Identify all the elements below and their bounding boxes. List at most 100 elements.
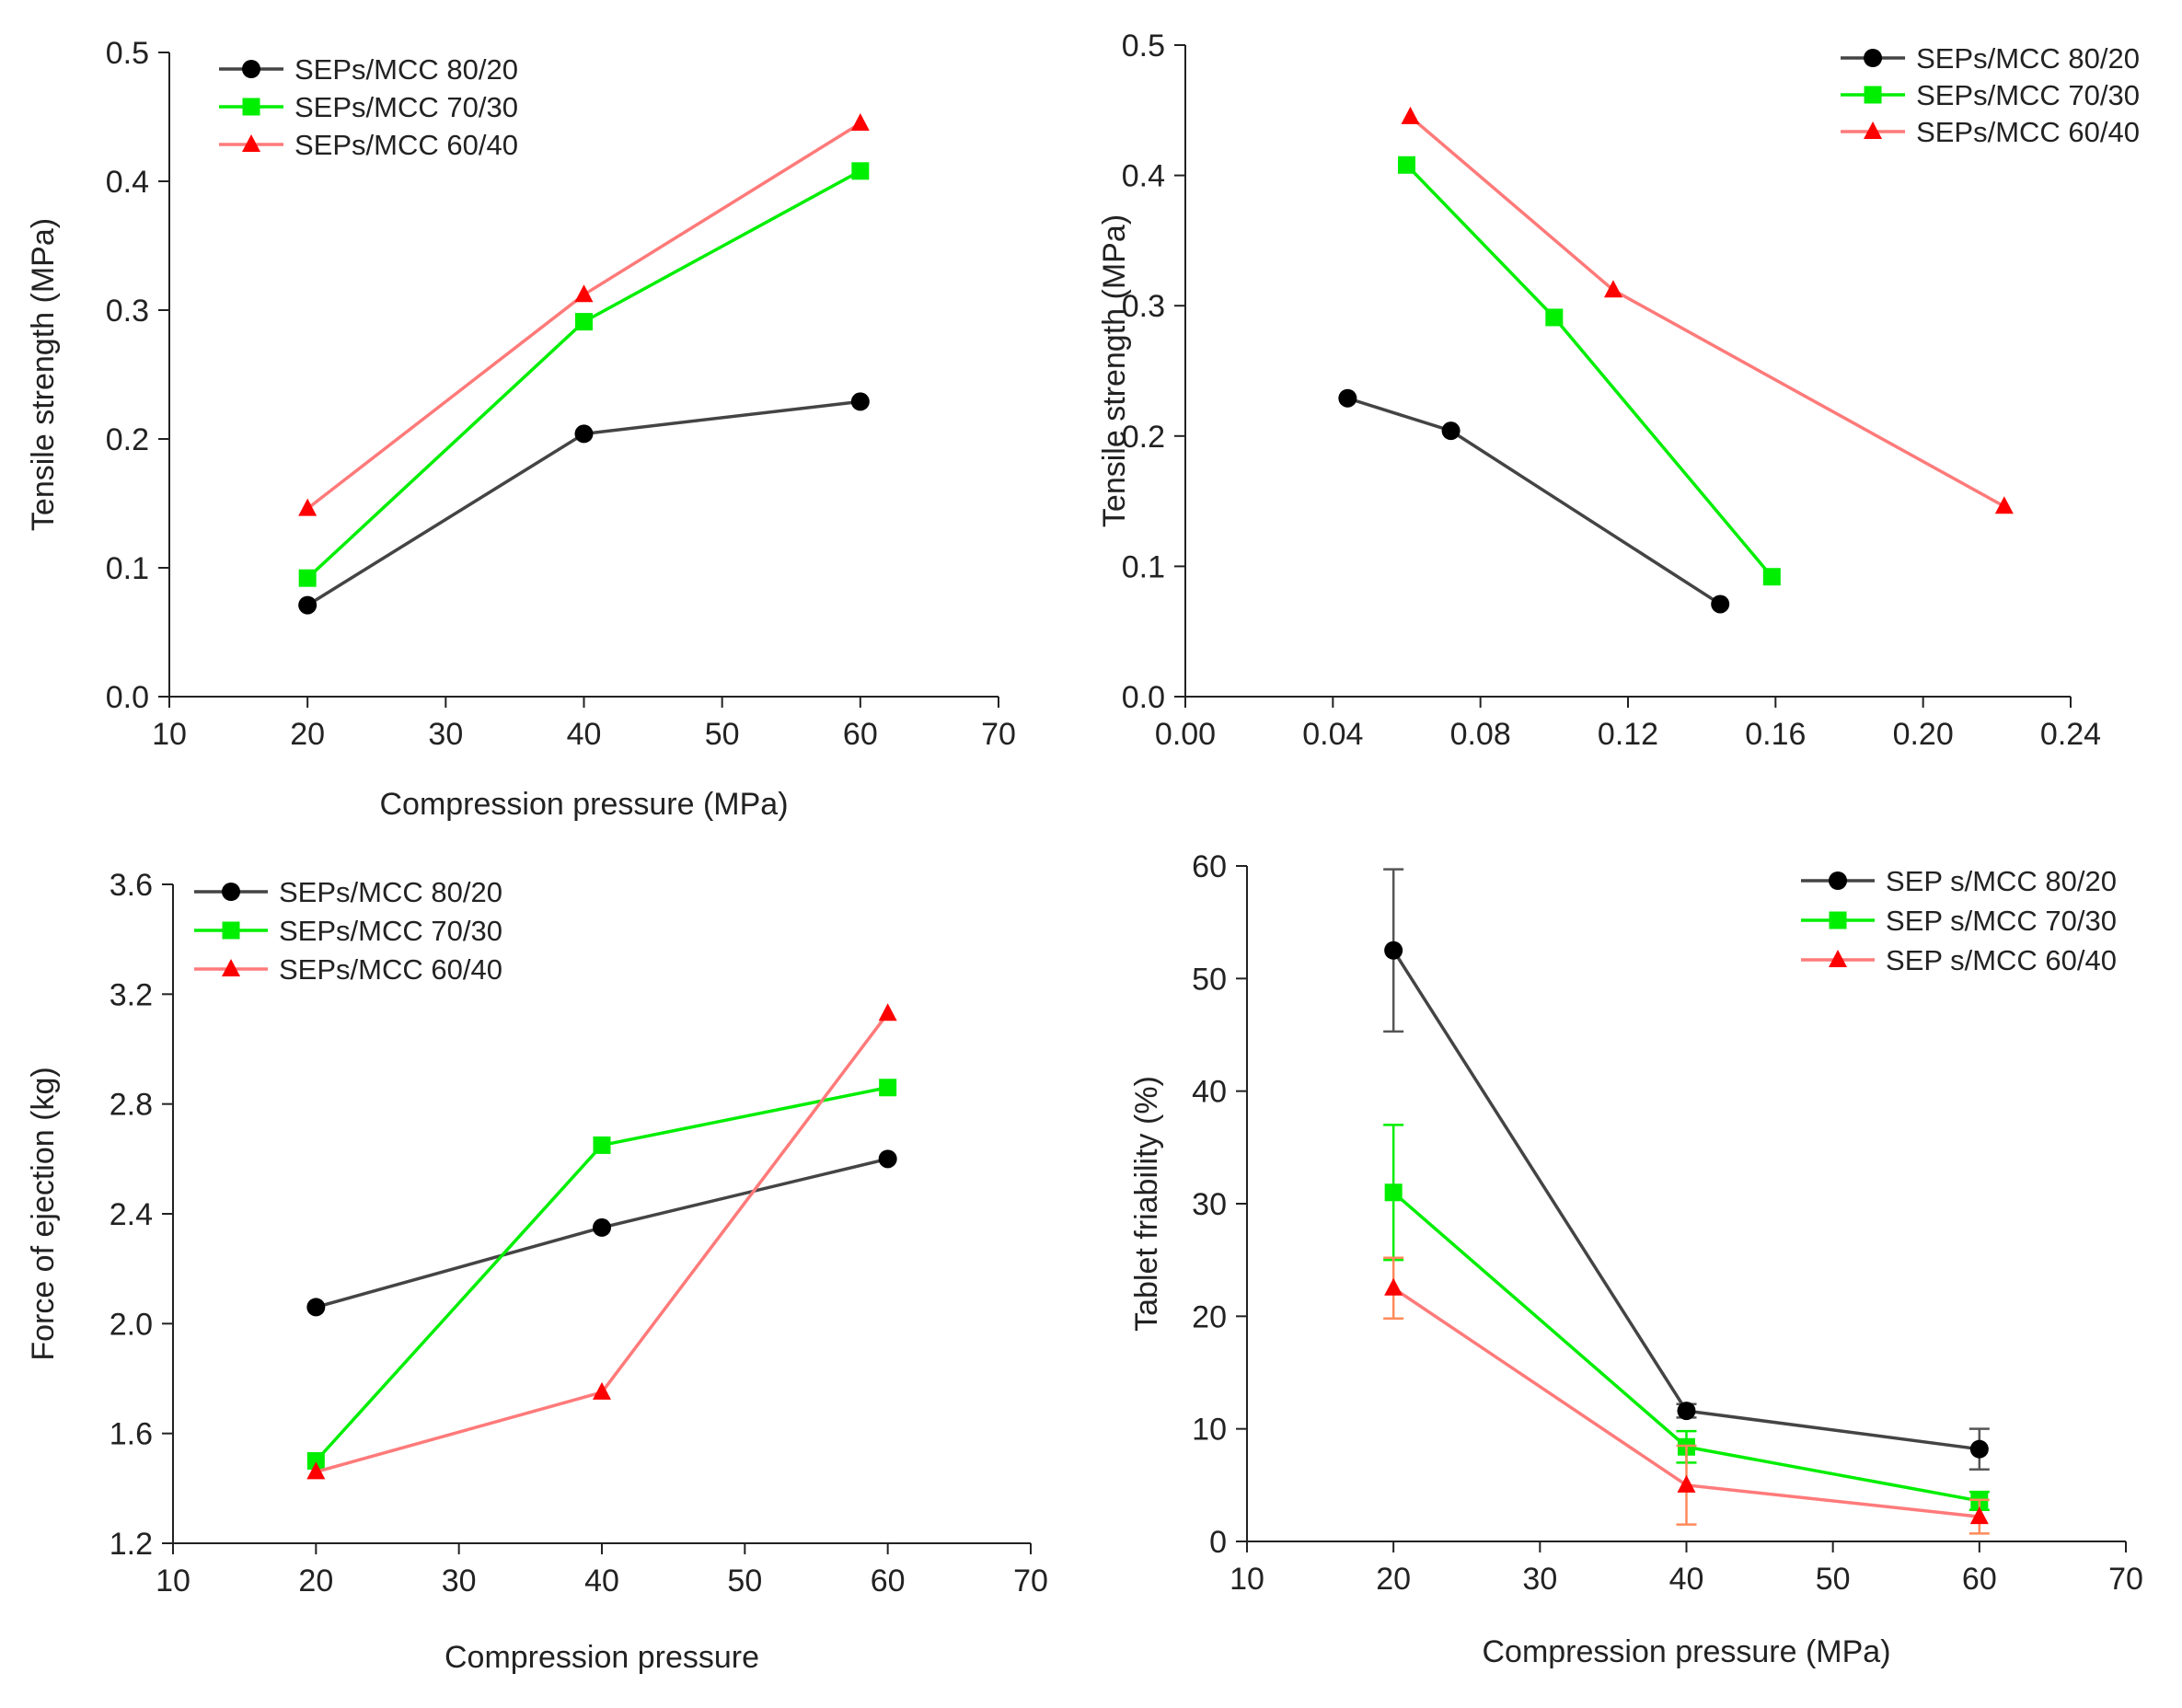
x-tick-label: 60 <box>1962 1562 1997 1597</box>
x-tick-label: 70 <box>1013 1564 1048 1598</box>
data-point <box>1398 156 1415 174</box>
y-tick-label: 0.4 <box>106 165 149 200</box>
y-tick-label: 10 <box>1192 1413 1227 1448</box>
x-tick-label: 40 <box>567 717 602 752</box>
series-1 <box>1383 868 1990 1471</box>
y-tick-label: 1.6 <box>110 1417 153 1452</box>
series-3 <box>1383 1256 1990 1535</box>
y-tick-label: 1.2 <box>110 1527 153 1562</box>
legend-label: SEP s/MCC 80/20 <box>1886 865 2117 897</box>
y-axis-label: Tensile strength (MPa) <box>1097 214 1132 527</box>
x-tick-label: 30 <box>442 1564 477 1598</box>
chart-tensile-vs-pressure: 0.0 0.1 0.2 0.3 0.4 0.5 10 20 30 40 50 60 70 Compress… <box>26 36 1016 822</box>
data-point <box>1441 421 1460 441</box>
x-tick-label: 20 <box>1376 1562 1411 1597</box>
x-tick-label: 70 <box>981 717 1016 752</box>
series-2 <box>306 1079 897 1470</box>
y-tick-label: 0.3 <box>106 294 149 329</box>
data-point <box>850 113 870 131</box>
series-3 <box>306 1003 897 1480</box>
legend-marker <box>1864 86 1882 104</box>
x-tick-label: 0.24 <box>2040 717 2101 752</box>
data-point <box>306 1452 325 1470</box>
x-tick-label: 70 <box>2108 1562 2143 1597</box>
legend-label: SEPs/MCC 70/30 <box>1916 79 2140 111</box>
x-tick-label: 0.16 <box>1745 717 1806 752</box>
legend-label: SEPs/MCC 70/30 <box>294 91 518 123</box>
legend-marker <box>1829 871 1848 890</box>
legend-marker <box>222 921 240 940</box>
series-1 <box>1338 388 1730 614</box>
data-point <box>574 284 594 303</box>
x-tick-label: 0.20 <box>1893 717 1954 752</box>
data-point <box>1603 280 1622 298</box>
data-point <box>1677 1402 1696 1421</box>
series-3 <box>1401 106 2014 514</box>
series-line <box>315 1012 890 1474</box>
legend-label: SEPs/MCC 70/30 <box>279 915 502 947</box>
data-point <box>298 569 317 587</box>
data-point <box>575 313 593 331</box>
data-point <box>879 1079 897 1097</box>
x-tick-label: 0.04 <box>1302 717 1363 752</box>
chart-tensile-vs-x: 0.0 0.1 0.2 0.3 0.4 0.5 0.00 0.04 0.08 0.12 0.16 0.… <box>1097 29 2140 752</box>
x-tick-label: 50 <box>705 717 740 752</box>
x-tick-label: 40 <box>584 1564 619 1598</box>
x-tick-label: 10 <box>156 1564 190 1598</box>
y-tick-label: 0.4 <box>1122 159 1165 194</box>
legend-label: SEP s/MCC 70/30 <box>1886 905 2117 937</box>
series-3 <box>298 113 870 516</box>
data-point <box>1969 1506 1989 1525</box>
data-point <box>298 498 317 516</box>
legend-label: SEPs/MCC 80/20 <box>279 876 502 908</box>
y-tick-label: 0.3 <box>1122 289 1165 324</box>
data-point <box>850 392 870 411</box>
legend-marker <box>242 134 260 152</box>
data-point <box>1384 1183 1403 1202</box>
y-tick-label: 50 <box>1192 962 1227 997</box>
y-tick-label: 3.2 <box>110 977 153 1012</box>
series-1 <box>298 392 870 615</box>
x-axis-label: Compression pressure (MPa) <box>1482 1634 1890 1669</box>
y-tick-label: 40 <box>1192 1075 1227 1110</box>
data-point <box>1711 594 1730 614</box>
data-point <box>1338 388 1357 408</box>
y-tick-label: 2.0 <box>110 1307 153 1342</box>
x-tick-label: 10 <box>1230 1562 1264 1597</box>
data-point <box>306 1461 326 1480</box>
y-tick-label: 0.1 <box>106 551 149 586</box>
y-tick-label: 3.6 <box>110 868 153 903</box>
y-tick-label: 0.0 <box>1122 680 1165 715</box>
y-tick-label: 0.1 <box>1122 549 1165 584</box>
y-tick-label: 30 <box>1192 1187 1227 1222</box>
data-point <box>593 1381 611 1400</box>
data-point <box>878 1003 897 1021</box>
y-tick-label: 0.2 <box>106 422 149 457</box>
x-axis-label: Compression pressure (MPa) <box>379 787 788 822</box>
data-point <box>593 1218 611 1237</box>
y-tick-label: 0.5 <box>106 36 149 71</box>
x-tick-label: 40 <box>1669 1562 1704 1597</box>
data-point <box>1994 496 2014 514</box>
data-point <box>1401 106 1420 124</box>
y-tick-label: 60 <box>1192 849 1227 884</box>
legend-marker <box>1864 121 1883 139</box>
legend-marker <box>1829 911 1847 929</box>
series-line <box>1391 949 1980 1451</box>
legend-marker <box>1864 49 1883 67</box>
series-2 <box>1398 156 1781 586</box>
legend-marker <box>222 959 240 976</box>
legend-marker <box>1829 950 1848 967</box>
x-tick-label: 0.08 <box>1450 717 1511 752</box>
y-tick-label: 0.0 <box>106 680 149 715</box>
legend-label: SEPs/MCC 60/40 <box>1916 116 2140 148</box>
y-tick-label: 0 <box>1209 1525 1227 1560</box>
data-point <box>1677 1474 1696 1493</box>
y-axis-label: Tensile strength (MPa) <box>26 218 61 531</box>
legend-marker <box>222 883 240 901</box>
x-axis-label: Compression pressure <box>444 1640 759 1675</box>
legend-marker <box>242 98 260 116</box>
chart-ejection-force: 1.2 1.6 2.0 2.4 2.8 3.2 3.6 10 20 30 40 50 60 70 Compr… <box>26 868 1048 1675</box>
x-tick-label: 0.00 <box>1155 717 1216 752</box>
legend-marker <box>242 60 260 78</box>
